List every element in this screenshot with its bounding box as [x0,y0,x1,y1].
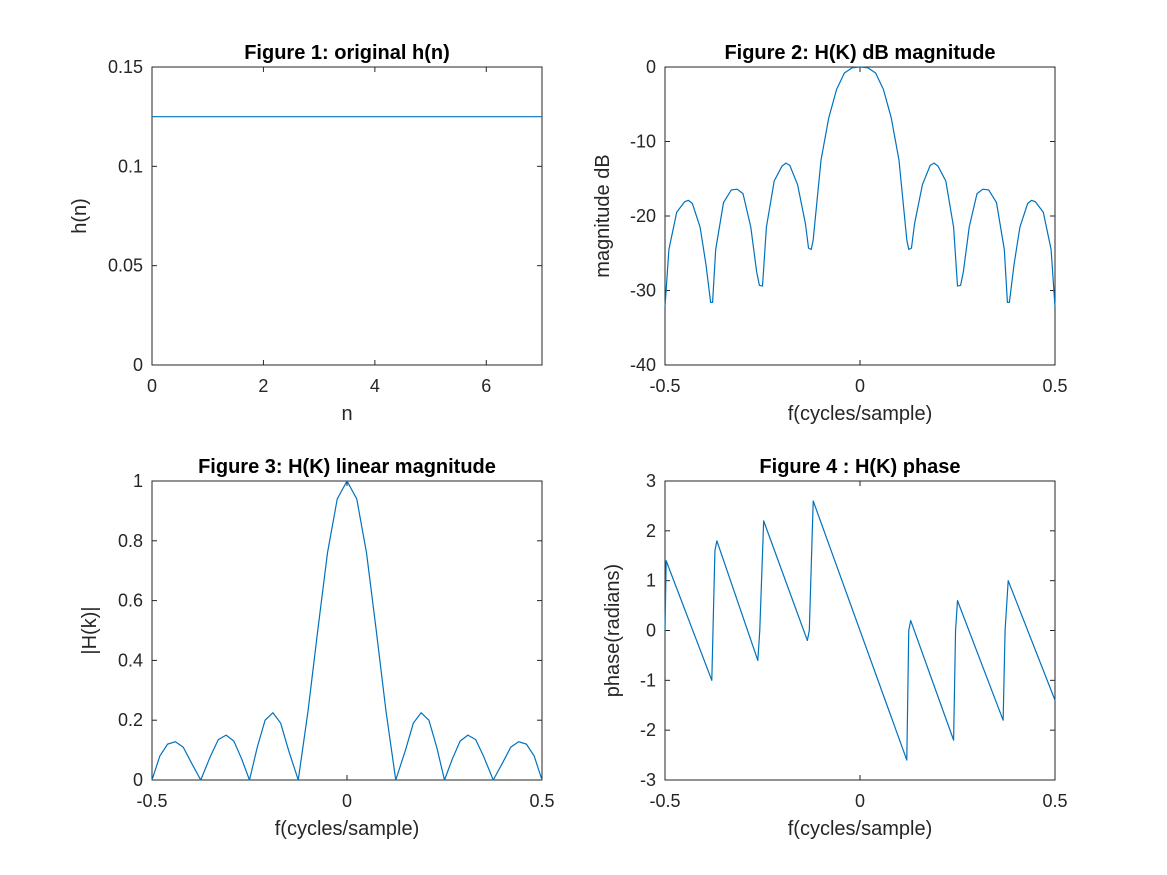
chart-title: Figure 4 : H(K) phase [759,456,960,478]
panel-figure-2: -0.5 0 0.5 -40 -30 -20 -10 0 Figure 2: H(K) dB m… [592,42,1068,425]
y-tick-label: -30 [630,281,656,301]
y-tick-label: -2 [640,720,656,740]
x-tick-label: -0.5 [649,791,680,811]
y-tick-label: -20 [630,206,656,226]
panel-figure-4: -0.5 0 0.5 -3 -2 -1 0 1 2 3 Figure 4 : H(K) phase f… [602,456,1068,840]
y-tick-label: -3 [640,770,656,790]
y-tick-label: 2 [646,521,656,541]
chart-title: Figure 3: H(K) linear magnitude [198,456,496,478]
y-axis-label: h(n) [69,198,91,234]
x-tick-label: 0 [855,791,865,811]
series-line [664,66,1056,307]
x-tick-label: 0.5 [529,791,554,811]
y-tick-label: 3 [646,471,656,491]
x-tick-label: 0 [147,376,157,396]
y-tick-label: -10 [630,132,656,152]
y-tick-label: 0.15 [108,57,143,77]
x-tick-label: -0.5 [649,376,680,396]
x-tick-label: 6 [481,376,491,396]
y-tick-label: 0.05 [108,256,143,276]
y-tick-label: 0 [133,355,143,375]
chart-title: Figure 1: original h(n) [244,42,450,64]
y-tick-label: 0.4 [118,650,143,670]
plot-area [664,66,1056,366]
x-tick-label: -0.5 [136,791,167,811]
series-line [664,500,1056,761]
panel-figure-1: 0 2 4 6 0 0.05 0.1 0.15 Figure 1: original h(n) n… [69,42,543,425]
y-tick-label: 1 [133,471,143,491]
x-tick-label: 0 [342,791,352,811]
chart-title: Figure 2: H(K) dB magnitude [724,42,995,64]
plot-area [151,480,543,781]
y-tick-label: 0 [646,621,656,641]
x-axis-label: n [341,403,352,425]
x-tick-label: 0 [855,376,865,396]
y-tick-label: 0.1 [118,156,143,176]
y-axis-label: magnitude dB [592,154,614,277]
y-tick-label: -40 [630,355,656,375]
y-tick-label: 0 [646,57,656,77]
x-axis-label: f(cycles/sample) [788,818,932,840]
x-tick-label: 2 [258,376,268,396]
y-axis-label: phase(radians) [602,564,624,697]
y-tick-label: 0.2 [118,710,143,730]
x-axis-label: f(cycles/sample) [788,403,932,425]
x-axis-label: f(cycles/sample) [275,818,419,840]
y-tick-label: 0.6 [118,591,143,611]
x-tick-label: 4 [370,376,380,396]
y-tick-label: 0 [133,770,143,790]
y-tick-label: 1 [646,571,656,591]
y-tick-label: 0.8 [118,531,143,551]
y-tick-label: -1 [640,670,656,690]
y-axis-label: |H(k)| [79,606,101,654]
x-tick-label: 0.5 [1042,376,1067,396]
plot-area [151,66,543,366]
series-line [151,480,543,781]
x-tick-label: 0.5 [1042,791,1067,811]
